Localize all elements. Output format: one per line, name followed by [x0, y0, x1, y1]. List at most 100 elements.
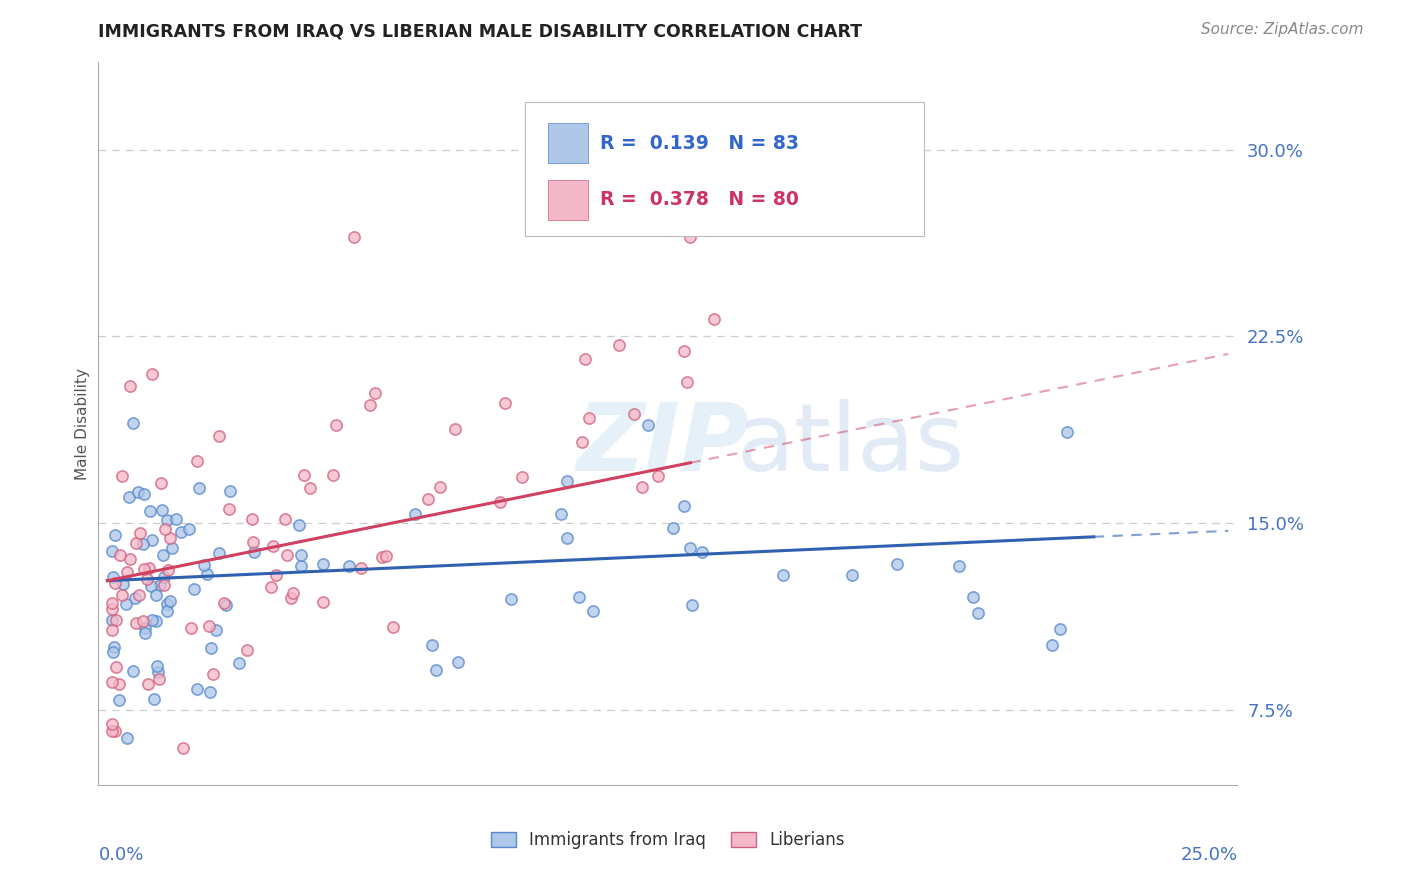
Point — [679, 541, 702, 556]
Point — [681, 599, 703, 613]
Point — [132, 562, 155, 576]
Point — [124, 591, 146, 605]
Point — [156, 603, 179, 617]
Point — [152, 570, 174, 584]
Point — [172, 740, 194, 755]
Point — [156, 597, 179, 611]
Legend: Immigrants from Iraq, Liberians: Immigrants from Iraq, Liberians — [484, 825, 852, 856]
Point — [117, 490, 139, 504]
Point — [1049, 622, 1071, 636]
Point — [274, 511, 297, 525]
FancyBboxPatch shape — [526, 103, 924, 235]
Point — [578, 410, 600, 425]
Point — [121, 416, 143, 430]
Point — [101, 724, 124, 739]
Point — [280, 591, 302, 606]
Point — [550, 507, 572, 521]
Point — [195, 566, 218, 581]
Point — [571, 434, 593, 449]
Text: atlas: atlas — [737, 400, 965, 491]
Point — [299, 481, 322, 495]
Point — [260, 580, 283, 594]
Point — [200, 641, 222, 656]
Point — [165, 512, 187, 526]
Point — [118, 379, 141, 393]
Point — [138, 560, 160, 574]
Point — [186, 454, 208, 468]
Point — [134, 621, 156, 635]
Point — [582, 604, 605, 618]
Point — [555, 531, 578, 545]
Point — [647, 468, 669, 483]
Point — [499, 591, 522, 606]
Point — [136, 572, 159, 586]
Point — [115, 565, 138, 579]
Point — [198, 619, 221, 633]
Point — [128, 588, 150, 602]
Point — [290, 559, 312, 574]
Point — [186, 681, 208, 696]
Point — [359, 398, 381, 412]
Point — [607, 338, 630, 352]
Point — [886, 558, 908, 572]
Point — [574, 351, 596, 366]
Point — [146, 659, 169, 673]
Point — [104, 723, 127, 738]
Point — [312, 595, 335, 609]
FancyBboxPatch shape — [548, 123, 588, 163]
Point — [772, 568, 794, 582]
Point — [104, 613, 127, 627]
Point — [510, 470, 533, 484]
Point — [159, 531, 181, 545]
Point — [841, 567, 863, 582]
Point — [218, 484, 240, 499]
Point — [101, 623, 124, 637]
Point — [208, 429, 231, 443]
Point — [110, 469, 132, 483]
Point — [157, 563, 180, 577]
Point — [101, 645, 124, 659]
Point — [112, 577, 135, 591]
FancyBboxPatch shape — [548, 180, 588, 219]
Point — [170, 525, 193, 540]
Point — [153, 522, 176, 536]
Text: R =  0.139   N = 83: R = 0.139 N = 83 — [599, 134, 799, 153]
Point — [404, 507, 426, 521]
Point — [180, 621, 202, 635]
Point — [1056, 425, 1078, 439]
Point — [110, 549, 132, 563]
Point — [262, 539, 284, 553]
Point — [429, 479, 451, 493]
Point — [276, 548, 298, 562]
Point — [343, 230, 366, 244]
Point — [134, 626, 156, 640]
Point — [150, 503, 173, 517]
Point — [287, 518, 309, 533]
Point — [149, 577, 172, 591]
Text: 0.0%: 0.0% — [98, 847, 143, 864]
Point — [568, 590, 591, 604]
Point — [281, 586, 304, 600]
Point — [967, 606, 990, 620]
Point — [152, 548, 174, 562]
Point — [555, 474, 578, 488]
Point — [103, 640, 125, 655]
Point — [101, 716, 124, 731]
Text: IMMIGRANTS FROM IRAQ VS LIBERIAN MALE DISABILITY CORRELATION CHART: IMMIGRANTS FROM IRAQ VS LIBERIAN MALE DI… — [98, 22, 862, 40]
Point — [120, 551, 142, 566]
Point — [236, 643, 259, 657]
Point — [160, 541, 183, 556]
Point — [159, 594, 181, 608]
Point — [141, 613, 163, 627]
Point — [188, 481, 211, 495]
Point — [111, 588, 134, 602]
Point — [337, 558, 360, 573]
Point — [131, 537, 153, 551]
Point — [101, 597, 124, 611]
Point — [1040, 638, 1063, 652]
Point — [125, 615, 148, 630]
Point — [264, 568, 287, 582]
Point — [183, 582, 205, 596]
Point — [141, 367, 163, 381]
Point — [139, 579, 162, 593]
